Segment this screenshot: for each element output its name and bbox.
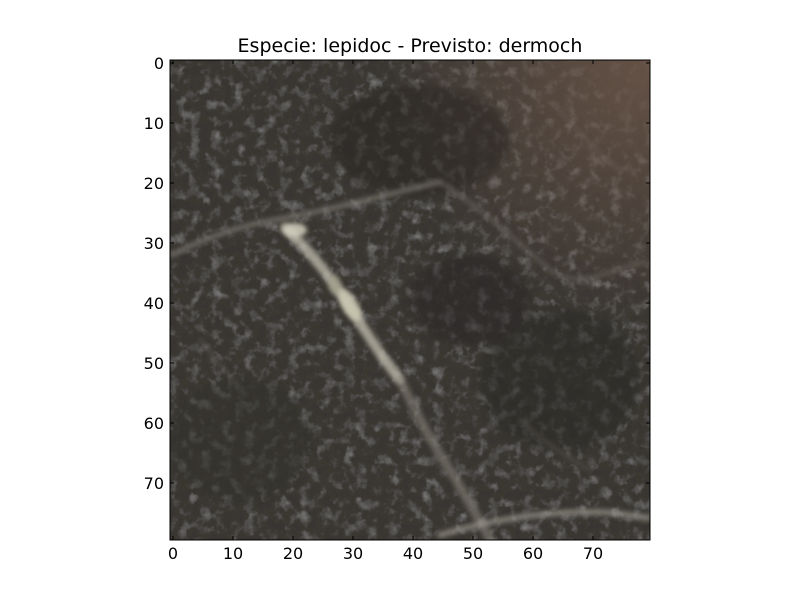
image-dark-patches xyxy=(170,85,640,500)
image-plot xyxy=(170,60,650,540)
x-tick-label: 0 xyxy=(168,544,178,563)
image-highlight xyxy=(283,223,362,322)
x-tick-label: 60 xyxy=(523,544,543,563)
y-tick-label: 60 xyxy=(144,414,164,433)
x-tick-label: 50 xyxy=(463,544,483,563)
y-tick-label: 70 xyxy=(144,474,164,493)
x-tick-label: 20 xyxy=(283,544,303,563)
y-axis: 0 10 20 30 40 50 60 70 xyxy=(144,54,650,493)
chart-title: Especie: lepidoc - Previsto: dermoch xyxy=(238,35,583,57)
y-tick-label: 10 xyxy=(144,114,164,133)
y-tick-label: 40 xyxy=(144,294,164,313)
x-axis: 0 10 20 30 40 50 60 70 xyxy=(168,60,603,563)
y-tick-label: 20 xyxy=(144,174,164,193)
x-tick-label: 70 xyxy=(583,544,603,563)
y-tick-label: 0 xyxy=(154,54,164,73)
image-streaks xyxy=(170,108,650,540)
y-tick-label: 30 xyxy=(144,234,164,253)
x-tick-label: 40 xyxy=(403,544,423,563)
x-tick-label: 30 xyxy=(343,544,363,563)
x-tick-label: 10 xyxy=(223,544,243,563)
axes-frame xyxy=(169,59,651,541)
y-tick-label: 50 xyxy=(144,354,164,373)
